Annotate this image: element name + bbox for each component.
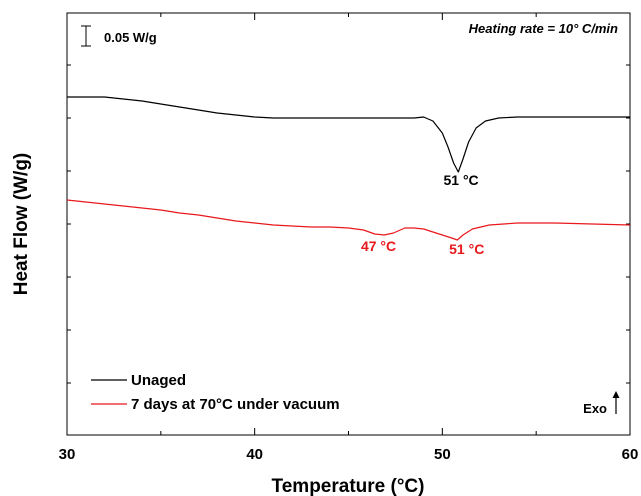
y-axis-label: Heat Flow (W/g): [11, 153, 32, 295]
scale-bar: [81, 25, 91, 47]
x-axis-label: Temperature (°C): [272, 476, 425, 496]
x-tick-label: 60: [622, 446, 639, 463]
axis-ticks: 30 40 50 60: [59, 13, 639, 463]
scale-bar-label: 0.05 W/g: [104, 30, 157, 45]
series-layer: [66, 96, 631, 241]
legend: Unaged 7 days at 70°C under vacuum: [91, 372, 340, 413]
x-tick-label: 30: [59, 446, 76, 463]
series-line-aged: [66, 199, 631, 241]
legend-label-aged: 7 days at 70°C under vacuum: [131, 396, 340, 413]
peak-annotation: 51 °C: [444, 172, 479, 188]
series-line-unaged: [67, 96, 630, 173]
peak-annotation: 47 °C: [361, 238, 396, 254]
heating-rate-label: Heating rate = 10° C/min: [469, 21, 618, 36]
annotation-layer: 51 °C 47 °C 51 °C: [361, 172, 484, 257]
x-tick-label: 50: [434, 446, 451, 463]
legend-label-unaged: Unaged: [131, 372, 186, 389]
exo-label: Exo: [583, 401, 607, 416]
exo-arrow-icon: [612, 391, 620, 414]
x-tick-label: 40: [246, 446, 263, 463]
peak-annotation: 51 °C: [449, 241, 484, 257]
